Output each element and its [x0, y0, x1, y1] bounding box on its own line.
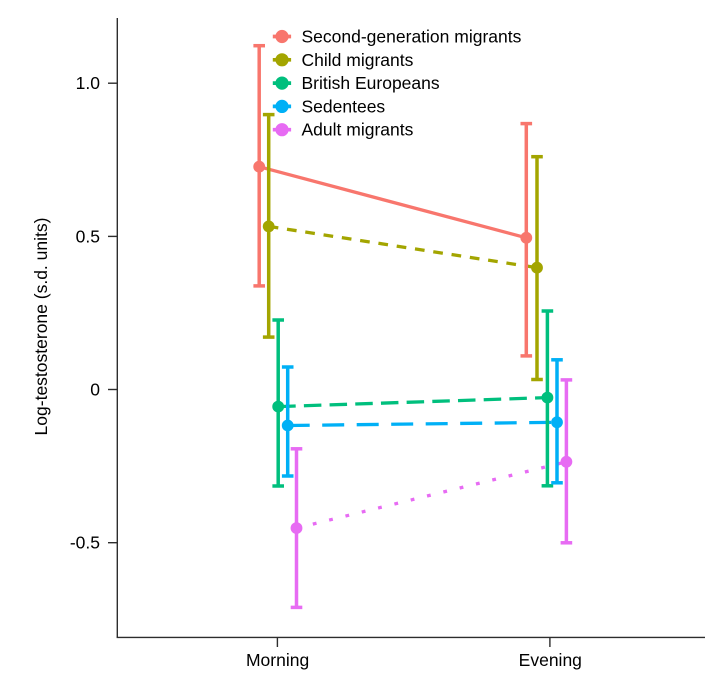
svg-text:Second-generation migrants: Second-generation migrants — [302, 27, 522, 47]
svg-text:Child migrants: Child migrants — [302, 50, 414, 70]
svg-text:0.5: 0.5 — [76, 226, 100, 246]
svg-text:British Europeans: British Europeans — [302, 73, 440, 93]
svg-text:1.0: 1.0 — [76, 73, 101, 93]
svg-text:-0.5: -0.5 — [70, 533, 100, 553]
svg-text:0: 0 — [90, 380, 100, 400]
svg-text:Morning: Morning — [246, 650, 309, 670]
svg-text:Evening: Evening — [519, 650, 582, 670]
svg-text:Adult migrants: Adult migrants — [302, 120, 414, 140]
svg-text:Log-testosterone (s.d. units): Log-testosterone (s.d. units) — [31, 218, 51, 436]
svg-text:Sedentees: Sedentees — [302, 96, 386, 116]
